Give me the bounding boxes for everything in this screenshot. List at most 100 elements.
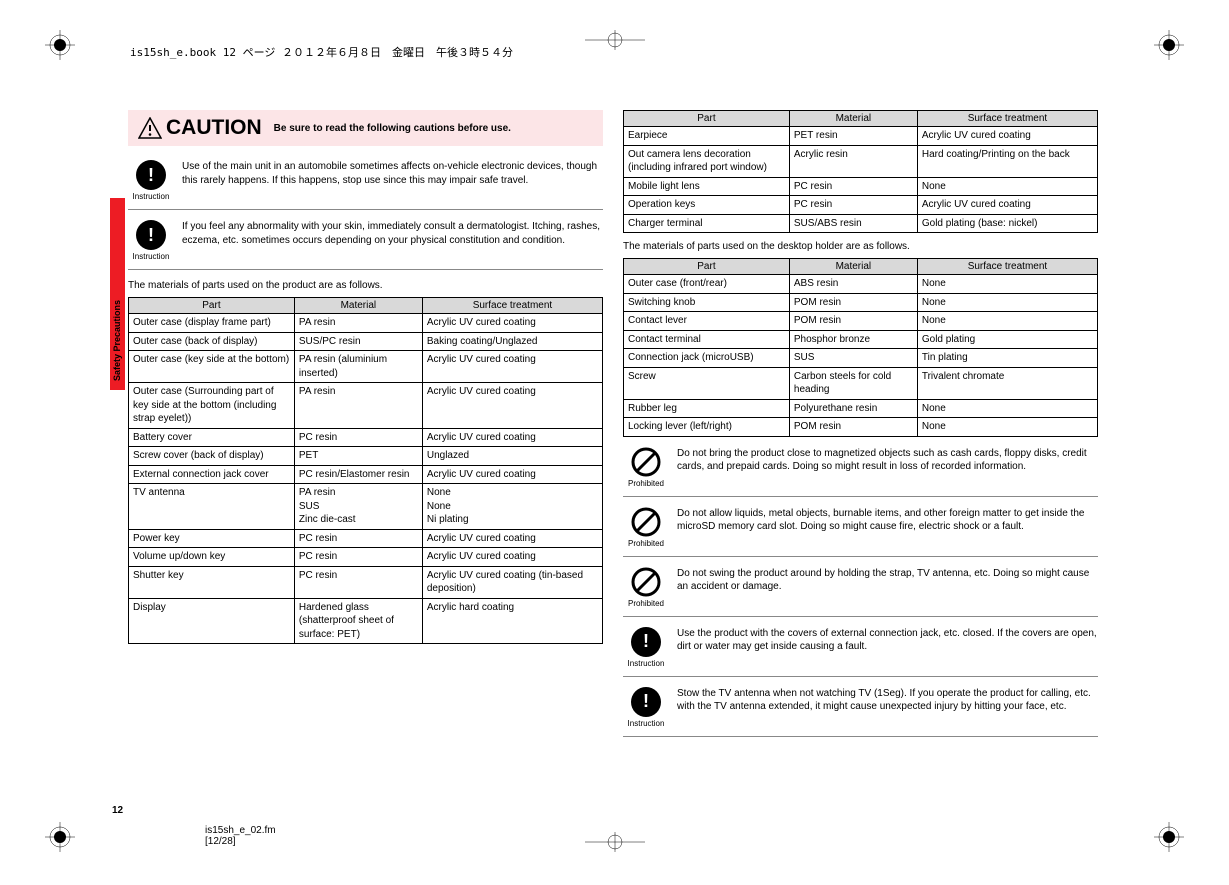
table-cell: Acrylic UV cured coating <box>422 428 602 447</box>
table-cell: Shutter key <box>129 566 295 598</box>
table-cell: Contact terminal <box>624 330 790 349</box>
table-cell: PC resin <box>294 566 422 598</box>
table-cell: Outer case (Surrounding part of key side… <box>129 383 295 429</box>
footer-filename: is15sh_e_02.fm <box>205 825 276 836</box>
table-row: Charger terminalSUS/ABS resinGold platin… <box>624 214 1098 233</box>
table-row: Outer case (Surrounding part of key side… <box>129 383 603 429</box>
table-cell: Unglazed <box>422 447 602 466</box>
table-cell: Outer case (front/rear) <box>624 275 790 294</box>
right-column: PartMaterialSurface treatment EarpiecePE… <box>623 110 1098 747</box>
table-cell: None <box>917 177 1097 196</box>
table-cell: Phosphor bronze <box>789 330 917 349</box>
instruction-item: ProhibitedDo not bring the product close… <box>623 447 1098 497</box>
table-header: Surface treatment <box>422 298 602 314</box>
table-row: Out camera lens decoration (including in… <box>624 145 1098 177</box>
table-row: Connection jack (microUSB)SUSTin plating <box>624 349 1098 368</box>
table-row: EarpiecePET resinAcrylic UV cured coatin… <box>624 127 1098 146</box>
table-cell: PC resin <box>789 177 917 196</box>
instruction-icon: !Instruction <box>623 627 669 668</box>
table-cell: Polyurethane resin <box>789 399 917 418</box>
table-cell: Outer case (back of display) <box>129 332 295 351</box>
table-row: Operation keysPC resinAcrylic UV cured c… <box>624 196 1098 215</box>
center-crop-top <box>585 30 645 53</box>
prohibited-icon: Prohibited <box>623 507 669 548</box>
table-cell: SUS <box>789 349 917 368</box>
table-cell: PA resinSUSZinc die-cast <box>294 484 422 530</box>
instruction-text: Do not swing the product around by holdi… <box>677 567 1098 608</box>
instruction-icon: !Instruction <box>128 160 174 201</box>
caution-heading: CAUTION <box>138 116 262 140</box>
table-row: Outer case (key side at the bottom)PA re… <box>129 351 603 383</box>
prohibited-icon: Prohibited <box>623 447 669 488</box>
footer-page-range: [12/28] <box>205 836 276 847</box>
table-header: Part <box>129 298 295 314</box>
table-header: Part <box>624 259 790 275</box>
table-header: Surface treatment <box>917 111 1097 127</box>
table-cell: Operation keys <box>624 196 790 215</box>
table-cell: Screw cover (back of display) <box>129 447 295 466</box>
table-cell: Switching knob <box>624 293 790 312</box>
table-cell: Gold plating <box>917 330 1097 349</box>
table-cell: Outer case (key side at the bottom) <box>129 351 295 383</box>
table-cell: PC resin <box>294 548 422 567</box>
table-cell: Gold plating (base: nickel) <box>917 214 1097 233</box>
table-cell: Acrylic UV cured coating <box>917 196 1097 215</box>
table-cell: Acrylic UV cured coating <box>422 314 602 333</box>
instruction-item: ProhibitedDo not swing the product aroun… <box>623 567 1098 617</box>
table-header: Surface treatment <box>917 259 1097 275</box>
instruction-text: Use the product with the covers of exter… <box>677 627 1098 668</box>
table-cell: None <box>917 312 1097 331</box>
materials-table-3: PartMaterialSurface treatment Outer case… <box>623 258 1098 437</box>
table-cell: Display <box>129 598 295 644</box>
side-tab-label: Safety Precautions <box>112 300 122 381</box>
table-cell: Mobile light lens <box>624 177 790 196</box>
table-row: Outer case (display frame part)PA resinA… <box>129 314 603 333</box>
instruction-text: Use of the main unit in an automobile so… <box>182 160 603 201</box>
center-crop-bottom <box>585 832 645 855</box>
materials-table-1: PartMaterialSurface treatment Outer case… <box>128 297 603 644</box>
table-cell: Tin plating <box>917 349 1097 368</box>
table-header: Material <box>789 111 917 127</box>
table-header: Material <box>294 298 422 314</box>
warning-icon <box>138 117 162 139</box>
table-row: Contact leverPOM resinNone <box>624 312 1098 331</box>
table-cell: Earpiece <box>624 127 790 146</box>
table-cell: ABS resin <box>789 275 917 294</box>
table-cell: Acrylic UV cured coating <box>422 548 602 567</box>
table-cell: Charger terminal <box>624 214 790 233</box>
instruction-text: If you feel any abnormality with your sk… <box>182 220 603 261</box>
intro-text-right: The materials of parts used on the deskt… <box>623 241 1098 252</box>
table-header: Material <box>789 259 917 275</box>
intro-text-left: The materials of parts used on the produ… <box>128 280 603 291</box>
table-row: Shutter keyPC resinAcrylic UV cured coat… <box>129 566 603 598</box>
table-row: ScrewCarbon steels for cold headingTriva… <box>624 367 1098 399</box>
registration-mark <box>45 822 75 855</box>
registration-mark <box>45 30 75 63</box>
registration-mark <box>1154 30 1184 63</box>
table-row: External connection jack coverPC resin/E… <box>129 465 603 484</box>
table-cell: NoneNoneNi plating <box>422 484 602 530</box>
table-cell: SUS/PC resin <box>294 332 422 351</box>
table-cell: PC resin <box>294 529 422 548</box>
table-row: Mobile light lensPC resinNone <box>624 177 1098 196</box>
table-cell: Locking lever (left/right) <box>624 418 790 437</box>
table-row: Battery coverPC resinAcrylic UV cured co… <box>129 428 603 447</box>
table-cell: PA resin (aluminium inserted) <box>294 351 422 383</box>
table-cell: PA resin <box>294 383 422 429</box>
table-cell: Screw <box>624 367 790 399</box>
table-cell: POM resin <box>789 312 917 331</box>
table-cell: Carbon steels for cold heading <box>789 367 917 399</box>
table-cell: Acrylic UV cured coating <box>422 383 602 429</box>
table-cell: Contact lever <box>624 312 790 331</box>
table-cell: Outer case (display frame part) <box>129 314 295 333</box>
table-cell: Trivalent chromate <box>917 367 1097 399</box>
table-cell: Battery cover <box>129 428 295 447</box>
caution-box: CAUTION Be sure to read the following ca… <box>128 110 603 146</box>
prohibited-icon: Prohibited <box>623 567 669 608</box>
instruction-item: ProhibitedDo not allow liquids, metal ob… <box>623 507 1098 557</box>
table-cell: Acrylic hard coating <box>422 598 602 644</box>
table-cell: Hard coating/Printing on the back <box>917 145 1097 177</box>
left-column: CAUTION Be sure to read the following ca… <box>128 110 603 747</box>
table-cell: Baking coating/Unglazed <box>422 332 602 351</box>
table-row: Outer case (front/rear)ABS resinNone <box>624 275 1098 294</box>
